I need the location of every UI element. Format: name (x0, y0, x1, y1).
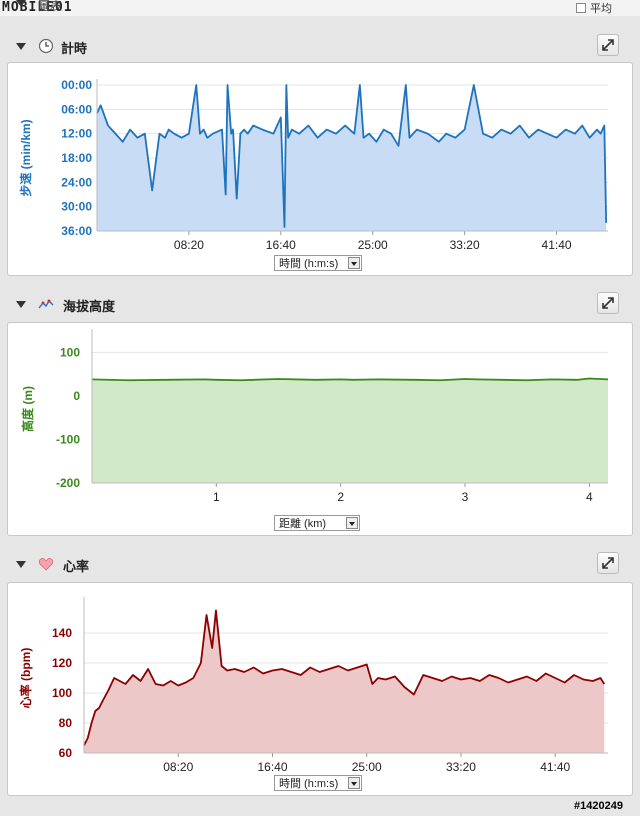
x-tick-label: 4 (586, 490, 593, 504)
collapse-charts-icon[interactable] (16, 0, 26, 7)
y-tick-label: 00:00 (61, 78, 92, 92)
y-tick-label: 12:00 (61, 127, 92, 141)
pace-panel-title: 計時 (61, 41, 88, 56)
x-tick-label: 2 (337, 490, 344, 504)
pace-chart: 00:00 06:00 12:00 18:00 24:00 30:00 36:00 08:20… (7, 62, 633, 276)
elevation-chart-svg: 100 0 -100 -200 1 2 3 4 高度 (m) (20, 329, 609, 504)
y-tick-label: -100 (56, 432, 80, 446)
x-tick-label: 1 (213, 490, 220, 504)
elevation-panel-title: 海拔高度 (63, 299, 116, 314)
pace-chart-svg: 00:00 06:00 12:00 18:00 24:00 30:00 36:00 08:20… (18, 78, 608, 252)
chevron-down-icon (348, 257, 360, 269)
collapse-elevation-icon[interactable] (16, 301, 26, 308)
average-checkbox[interactable] (576, 3, 586, 13)
series-area (92, 378, 608, 483)
chevron-down-icon (348, 777, 360, 789)
y-tick-label: 60 (59, 746, 73, 760)
chevron-down-icon (346, 517, 358, 529)
expand-elevation-button[interactable] (597, 292, 619, 314)
y-tick-label: -200 (56, 476, 80, 490)
pace-panel-header[interactable]: 計時 (7, 32, 633, 60)
x-tick-label: 16:40 (257, 760, 287, 774)
expand-icon (602, 39, 614, 51)
x-tick-label: 33:20 (446, 760, 476, 774)
series-area (97, 85, 607, 231)
heart-icon (38, 558, 54, 571)
series-line (83, 609, 605, 746)
y-tick-label: 06:00 (61, 102, 92, 116)
pace-x-axis-select[interactable]: 時間 (h:m:s) (274, 255, 362, 271)
x-tick-label: 41:40 (540, 760, 570, 774)
elevation-chart: 100 0 -100 -200 1 2 3 4 高度 (m) 距離 (km) (7, 322, 633, 536)
elevation-x-axis-select-value: 距離 (km) (279, 518, 327, 530)
y-tick-label: 120 (52, 656, 72, 670)
y-tick-label: 100 (52, 686, 72, 700)
clock-icon (38, 38, 54, 54)
average-toggle[interactable]: 平均 (576, 0, 612, 16)
heart-rate-chart: 140 120 100 80 60 08:20 16:40 25:00 33:20 41:40 心率… (7, 582, 633, 796)
top-bar: MOBILE01 圖表 平均 (0, 0, 640, 16)
x-tick-label: 16:40 (266, 238, 296, 252)
expand-pace-button[interactable] (597, 34, 619, 56)
x-tick-label: 25:00 (358, 238, 388, 252)
y-tick-label: 80 (59, 716, 73, 730)
pace-x-axis-select-value: 時間 (h:m:s) (279, 258, 339, 270)
series-area (84, 610, 605, 753)
collapse-heart-rate-icon[interactable] (16, 561, 26, 568)
series-line (91, 377, 609, 382)
watermark-text: #1420249 (574, 800, 623, 812)
y-tick-label: 30:00 (61, 200, 92, 214)
charts-section-title: 圖表 (38, 0, 63, 13)
heart-rate-x-axis-select[interactable]: 時間 (h:m:s) (274, 775, 362, 791)
x-tick-label: 41:40 (542, 238, 572, 252)
y-tick-label: 18:00 (61, 151, 92, 165)
x-tick-label: 33:20 (450, 238, 480, 252)
expand-icon (602, 557, 614, 569)
elevation-panel-header[interactable]: 海拔高度 (7, 290, 633, 318)
x-tick-label: 25:00 (352, 760, 382, 774)
elevation-icon (38, 299, 54, 309)
elevation-x-axis-select[interactable]: 距離 (km) (274, 515, 360, 531)
y-tick-label: 0 (73, 389, 80, 403)
y-tick-label: 100 (60, 345, 80, 359)
y-tick-label: 36:00 (61, 224, 92, 238)
x-tick-label: 08:20 (163, 760, 193, 774)
x-tick-label: 3 (462, 490, 469, 504)
series-line (96, 84, 608, 228)
collapse-pace-icon[interactable] (16, 43, 26, 50)
x-tick-label: 08:20 (174, 238, 204, 252)
y-axis-label: 心率 (bpm) (18, 648, 33, 709)
y-tick-label: 140 (52, 626, 72, 640)
average-label: 平均 (590, 3, 612, 15)
expand-heart-rate-button[interactable] (597, 552, 619, 574)
heart-rate-chart-svg: 140 120 100 80 60 08:20 16:40 25:00 33:20 41:40 心率… (18, 597, 608, 774)
heart-rate-panel-title: 心率 (63, 559, 90, 574)
y-axis-label: 步速 (min/km) (18, 119, 33, 196)
y-tick-label: 24:00 (61, 175, 92, 189)
y-axis-label: 高度 (m) (20, 386, 35, 432)
heart-rate-panel-header[interactable]: 心率 (7, 550, 633, 578)
heart-rate-x-axis-select-value: 時間 (h:m:s) (279, 778, 339, 790)
expand-icon (602, 297, 614, 309)
